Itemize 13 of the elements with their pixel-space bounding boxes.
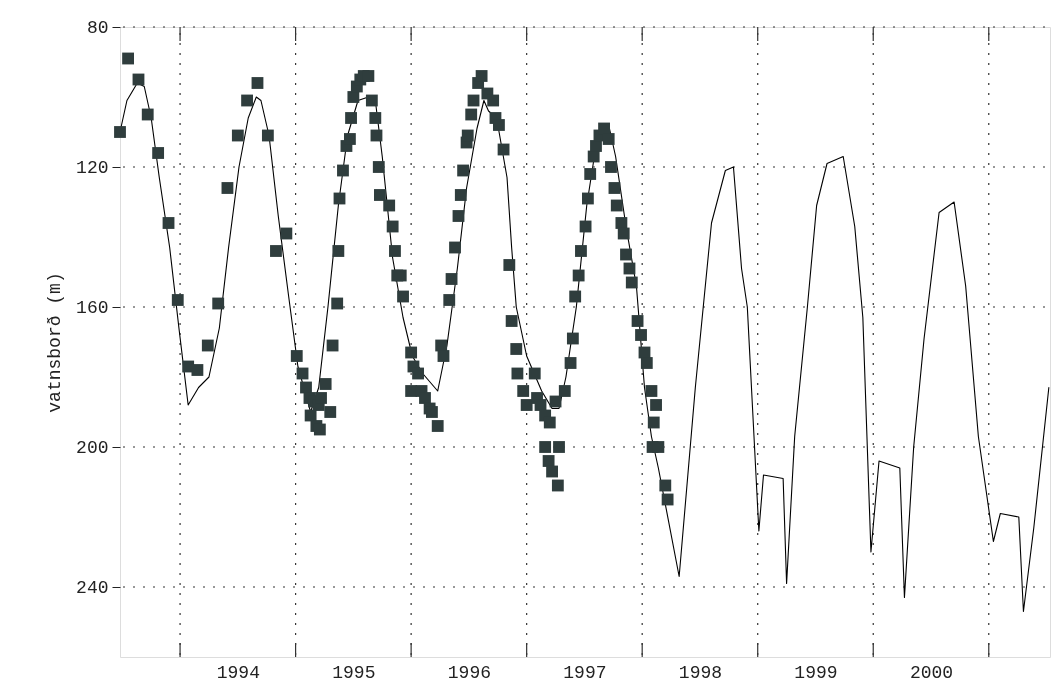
y-tick-label: 240 <box>76 577 109 598</box>
x-tick-label: 2000 <box>909 662 954 683</box>
y-tick-label: 120 <box>76 157 109 178</box>
x-tick-label: 1994 <box>216 662 260 683</box>
y-tick-label: 200 <box>76 437 109 458</box>
x-tick-label: 1997 <box>563 662 607 683</box>
y-axis-title: vatnsborð (m) <box>45 272 66 413</box>
x-tick-label: 1996 <box>447 662 491 683</box>
x-tick-label: 1998 <box>678 662 723 683</box>
x-tick-label: 1995 <box>332 662 376 683</box>
y-tick-label: 80 <box>86 17 109 38</box>
y-tick-label: 160 <box>76 297 109 318</box>
x-tick-label: 1999 <box>794 662 838 683</box>
